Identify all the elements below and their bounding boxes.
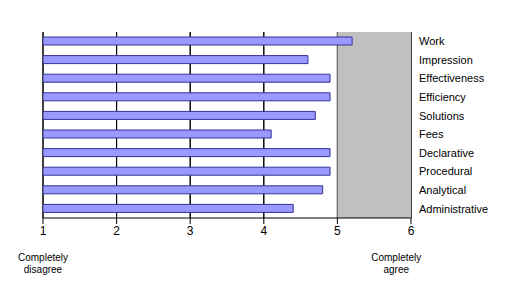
svg-text:Solutions: Solutions — [419, 110, 465, 122]
svg-text:Fees: Fees — [419, 128, 444, 140]
svg-text:Work: Work — [419, 35, 445, 47]
svg-text:Impression: Impression — [419, 54, 473, 66]
svg-text:Analytical: Analytical — [419, 184, 466, 196]
html-text:disagree: disagree — [23, 264, 63, 275]
svg-text:1: 1 — [40, 224, 47, 238]
svg-text:5: 5 — [334, 224, 341, 238]
html-text:Completely: Completely — [18, 252, 68, 263]
svg-text:6: 6 — [408, 224, 415, 238]
svg-text:Efficiency: Efficiency — [419, 91, 466, 103]
svg-text:Effectiveness: Effectiveness — [419, 72, 485, 84]
svg-text:2: 2 — [113, 224, 120, 238]
svg-text:4: 4 — [260, 224, 267, 238]
svg-text:3: 3 — [187, 224, 194, 238]
svg-text:Procedural: Procedural — [419, 165, 472, 177]
svg-text:Administrative: Administrative — [419, 203, 488, 215]
html-text:Completely: Completely — [371, 252, 422, 263]
svg-text:Declarative: Declarative — [419, 147, 474, 159]
html-text:agree: agree — [383, 264, 409, 275]
